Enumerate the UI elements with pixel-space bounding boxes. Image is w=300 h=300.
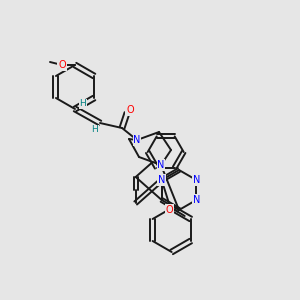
Text: O: O xyxy=(126,105,134,115)
Text: H: H xyxy=(92,125,98,134)
Text: N: N xyxy=(133,135,141,145)
Text: O: O xyxy=(58,60,66,70)
Text: N: N xyxy=(157,160,165,170)
Text: N: N xyxy=(158,175,165,185)
Text: O: O xyxy=(166,205,173,215)
Text: N: N xyxy=(193,175,200,185)
Text: H: H xyxy=(80,100,86,109)
Text: N: N xyxy=(193,195,200,205)
